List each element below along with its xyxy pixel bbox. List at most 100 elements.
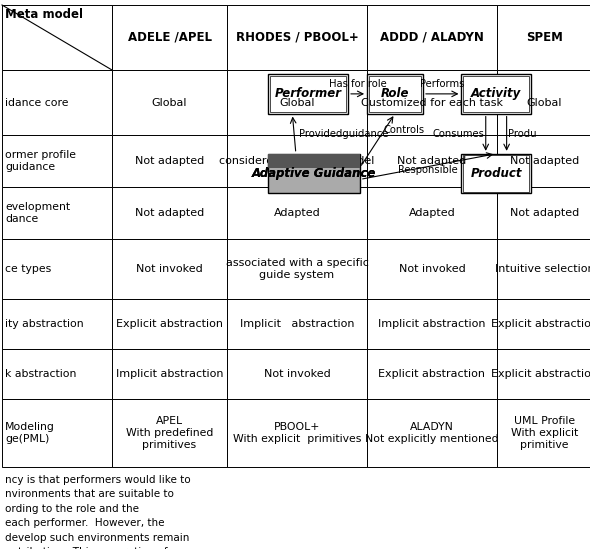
Bar: [227, 135, 367, 187]
Bar: [227, 239, 367, 299]
Bar: [112, 5, 227, 70]
Bar: [367, 74, 423, 114]
Bar: [112, 70, 227, 135]
Text: Adaptive Guidance: Adaptive Guidance: [252, 167, 376, 180]
Text: ity abstraction: ity abstraction: [5, 319, 84, 329]
Text: Adapted: Adapted: [274, 208, 320, 218]
Text: Product: Product: [470, 167, 522, 180]
Bar: [497, 187, 590, 239]
Text: Implicit abstraction: Implicit abstraction: [116, 369, 223, 379]
Text: Not adapted: Not adapted: [510, 208, 579, 218]
Bar: [367, 299, 497, 349]
Bar: [2, 187, 112, 239]
Text: Not invoked: Not invoked: [264, 369, 330, 379]
Text: Produ: Produ: [508, 128, 536, 139]
Bar: [497, 299, 590, 349]
Bar: [227, 5, 367, 70]
Text: Global: Global: [152, 98, 187, 108]
Text: Activity: Activity: [471, 87, 522, 100]
Bar: [461, 154, 531, 193]
Text: Customized for each task: Customized for each task: [361, 98, 503, 108]
Bar: [2, 399, 112, 467]
Bar: [227, 187, 367, 239]
Text: Meta model: Meta model: [5, 8, 83, 21]
Bar: [112, 135, 227, 187]
Bar: [268, 74, 348, 114]
Text: RHODES / PBOOL+: RHODES / PBOOL+: [235, 31, 358, 44]
Text: idance core: idance core: [5, 98, 68, 108]
Bar: [497, 399, 590, 467]
Bar: [227, 399, 367, 467]
Text: Not adapted: Not adapted: [510, 156, 579, 166]
Bar: [463, 76, 529, 112]
Text: Explicit abstraction: Explicit abstraction: [116, 319, 223, 329]
Text: ALADYN
Not explicitly mentioned: ALADYN Not explicitly mentioned: [365, 422, 499, 444]
Bar: [369, 76, 421, 112]
Bar: [2, 5, 112, 70]
Text: UML Profile
With explicit
primitive: UML Profile With explicit primitive: [511, 416, 578, 450]
Text: Has for role: Has for role: [329, 80, 386, 89]
Bar: [112, 299, 227, 349]
Text: SPEM: SPEM: [526, 31, 563, 44]
Bar: [2, 299, 112, 349]
Text: Intuitive selection: Intuitive selection: [494, 264, 590, 274]
Text: evelopment
dance: evelopment dance: [5, 202, 70, 224]
Bar: [497, 135, 590, 187]
Bar: [112, 239, 227, 299]
Bar: [2, 349, 112, 399]
Bar: [497, 349, 590, 399]
Bar: [270, 76, 346, 112]
Bar: [497, 70, 590, 135]
Text: APEL
With predefined
primitives: APEL With predefined primitives: [126, 416, 213, 450]
Bar: [367, 187, 497, 239]
Bar: [2, 70, 112, 135]
Bar: [2, 239, 112, 299]
Bar: [367, 135, 497, 187]
Bar: [112, 349, 227, 399]
Bar: [367, 399, 497, 467]
Text: Not invoked: Not invoked: [399, 264, 466, 274]
Text: Global: Global: [279, 98, 314, 108]
Bar: [497, 5, 590, 70]
Text: Explicit abstraction: Explicit abstraction: [491, 319, 590, 329]
Text: ce types: ce types: [5, 264, 51, 274]
Bar: [268, 154, 360, 193]
Bar: [112, 187, 227, 239]
Text: Not adapted: Not adapted: [135, 156, 204, 166]
Text: Explicit abstraction: Explicit abstraction: [379, 369, 486, 379]
Bar: [367, 70, 497, 135]
Bar: [461, 74, 531, 114]
Bar: [227, 299, 367, 349]
Bar: [367, 5, 497, 70]
Text: considered   strategy Model: considered strategy Model: [219, 156, 375, 166]
Text: Global: Global: [527, 98, 562, 108]
Text: Performer: Performer: [275, 87, 342, 100]
Bar: [112, 399, 227, 467]
Bar: [367, 349, 497, 399]
Bar: [227, 70, 367, 135]
Text: Adaptive Guidance: Adaptive Guidance: [252, 167, 376, 180]
Text: Consumes: Consumes: [432, 128, 484, 139]
Text: Providedguidance: Providedguidance: [299, 128, 388, 139]
Text: k abstraction: k abstraction: [5, 369, 76, 379]
Text: Implicit abstraction: Implicit abstraction: [378, 319, 486, 329]
Text: Controls: Controls: [384, 125, 425, 135]
Bar: [367, 239, 497, 299]
Text: associated with a specific
guide system: associated with a specific guide system: [225, 258, 368, 280]
Text: Not adapted: Not adapted: [135, 208, 204, 218]
Bar: [463, 155, 529, 192]
Text: Explicit abstraction: Explicit abstraction: [491, 369, 590, 379]
Text: PBOOL+
With explicit  primitives: PBOOL+ With explicit primitives: [233, 422, 361, 444]
Text: Not adapted: Not adapted: [398, 156, 467, 166]
Text: ADDD / ALADYN: ADDD / ALADYN: [380, 31, 484, 44]
Bar: [268, 154, 360, 167]
Text: ADELE /APEL: ADELE /APEL: [127, 31, 211, 44]
Text: ncy is that performers would like to
nvironments that are suitable to
ording to : ncy is that performers would like to nvi…: [5, 475, 191, 549]
Text: Implicit   abstraction: Implicit abstraction: [240, 319, 354, 329]
Bar: [497, 239, 590, 299]
Text: Adapted: Adapted: [409, 208, 455, 218]
Text: ormer profile
guidance: ormer profile guidance: [5, 150, 76, 172]
Text: Responsible: Responsible: [398, 165, 458, 175]
Bar: [227, 349, 367, 399]
Text: Role: Role: [381, 87, 409, 100]
